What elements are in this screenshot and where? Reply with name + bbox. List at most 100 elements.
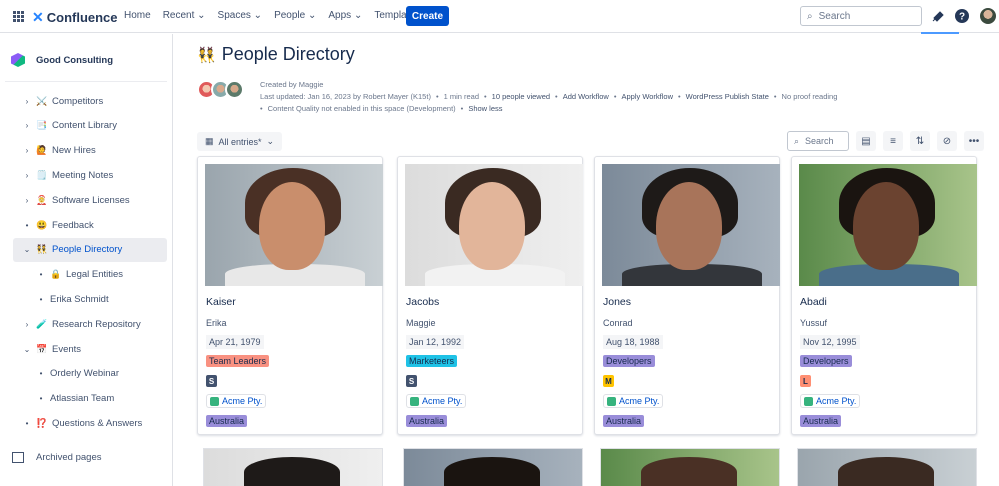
search-placeholder: Search <box>818 10 851 22</box>
nav-label: People <box>274 10 306 21</box>
contributors[interactable] <box>197 80 244 99</box>
caret-icon[interactable]: • <box>39 394 43 404</box>
page-emoji-icon: 👯 <box>197 46 216 64</box>
caret-icon[interactable]: • <box>25 418 29 428</box>
app-switcher-icon[interactable] <box>13 11 24 22</box>
entity-link[interactable]: Acme Pty. <box>406 394 467 408</box>
country-tag: Australia <box>800 415 842 427</box>
sidebar-item[interactable]: • Erika Schmidt <box>13 287 167 311</box>
sidebar-item[interactable]: • Orderly Webinar <box>13 362 167 386</box>
create-button[interactable]: Create <box>406 6 449 26</box>
nav-label: Recent <box>162 10 195 21</box>
page-emoji-icon: 😃 <box>36 219 48 230</box>
cards-layout-icon: ▤ <box>861 135 871 147</box>
entity-link[interactable]: Acme Pty. <box>206 394 267 408</box>
sidebar-item[interactable]: ⌄ 👯 People Directory <box>13 237 167 262</box>
caret-icon[interactable]: › <box>25 195 29 205</box>
nav-label: Apps <box>328 10 352 21</box>
person-card[interactable]: Jones Conrad Aug 18, 1988 Developers M Acme P… <box>594 156 780 435</box>
user-avatar[interactable] <box>980 8 996 24</box>
view-selector[interactable]: ▦ All entries* ⌄ <box>197 132 283 151</box>
caret-icon[interactable]: › <box>25 319 29 329</box>
photo-shape <box>853 182 919 270</box>
sidebar-item[interactable]: ⌄ 📅 Events <box>13 337 167 361</box>
sidebar-item[interactable]: › ⚔️ Competitors <box>13 89 167 113</box>
caret-icon[interactable]: › <box>25 121 29 131</box>
caret-icon[interactable]: • <box>39 294 43 304</box>
person-card[interactable]: Abadi Yussuf Nov 12, 1995 Developers L Acme P… <box>791 156 977 435</box>
meta-item[interactable]: 10 people viewed <box>491 92 551 101</box>
avatar[interactable] <box>225 80 244 99</box>
birth-date: Nov 12, 1995 <box>800 335 860 349</box>
created-by: Created by Maggie <box>260 80 324 89</box>
nav-people[interactable]: People ⌄ <box>274 10 316 21</box>
meta-item[interactable]: WordPress Publish State <box>685 92 769 101</box>
person-card[interactable] <box>403 448 583 486</box>
sidebar-item[interactable]: • 🔒 Legal Entities <box>13 263 167 287</box>
hide-fields-button[interactable]: ⊘ <box>937 131 957 151</box>
sidebar-item[interactable]: • Atlassian Team <box>13 387 167 411</box>
nav-spaces[interactable]: Spaces ⌄ <box>218 10 263 21</box>
person-card[interactable]: Jacobs Maggie Jan 12, 1992 Marketeers S Acme … <box>397 156 583 435</box>
meta-item[interactable]: Show less <box>468 104 503 113</box>
page-emoji-icon: 👯 <box>36 244 48 255</box>
photo-shape <box>838 457 934 486</box>
archived-pages-link[interactable]: Archived pages <box>12 452 101 463</box>
global-search-input[interactable]: ⌕ Search <box>800 6 922 26</box>
confluence-logo[interactable]: ✕ Confluence <box>32 9 118 25</box>
nav-templates[interactable]: Templates <box>374 10 420 21</box>
more-button[interactable]: ••• <box>964 131 984 151</box>
team-tag: Marketeers <box>406 355 458 367</box>
sidebar-item[interactable]: › 🙋 New Hires <box>13 139 167 163</box>
divider <box>5 81 167 82</box>
separator: • <box>613 92 617 101</box>
nav-recent[interactable]: Recent ⌄ <box>163 10 206 21</box>
caret-icon[interactable]: ⌄ <box>23 245 31 255</box>
separator: • <box>555 92 558 101</box>
layout-button[interactable]: ▤ <box>856 131 876 151</box>
help-icon[interactable]: ? <box>955 9 969 23</box>
meta-item: Content Quality not enabled in this spac… <box>267 104 456 113</box>
database-search-input[interactable]: ⌕ Search <box>787 131 849 151</box>
caret-icon[interactable]: • <box>39 270 43 280</box>
chevron-down-icon: ⌄ <box>305 10 317 21</box>
sidebar-item[interactable]: • 😃 Feedback <box>13 213 167 237</box>
sort-button[interactable]: ⇅ <box>910 131 930 151</box>
space-header[interactable]: Good Consulting <box>11 53 113 67</box>
sidebar-item[interactable]: › 🧪 Research Repository <box>13 312 167 336</box>
page-emoji-icon: 📅 <box>36 343 48 354</box>
caret-icon[interactable]: ⌄ <box>23 344 31 354</box>
caret-icon[interactable]: › <box>25 170 29 180</box>
person-card[interactable] <box>203 448 383 486</box>
entity-link[interactable]: Acme Pty. <box>603 394 664 408</box>
filter-button[interactable]: ≡ <box>883 131 903 151</box>
nav-home[interactable]: Home <box>124 10 151 21</box>
photo-shape <box>819 264 959 286</box>
entity-link[interactable]: Acme Pty. <box>800 394 861 408</box>
database-icon <box>410 396 419 406</box>
caret-icon[interactable]: • <box>25 220 29 230</box>
sidebar-item[interactable]: › 🗒️ Meeting Notes <box>13 163 167 187</box>
more-icon: ••• <box>968 135 980 147</box>
first-name: Maggie <box>406 318 436 328</box>
caret-icon[interactable]: › <box>25 96 29 106</box>
caret-icon[interactable]: • <box>39 369 43 379</box>
notifications-icon[interactable] <box>931 9 945 23</box>
sidebar-item[interactable]: • ⁉️ Questions & Answers <box>13 411 167 435</box>
sidebar-item[interactable]: › 📑 Content Library <box>13 114 167 138</box>
meta-item[interactable]: Apply Workflow <box>621 92 674 101</box>
caret-icon[interactable]: › <box>25 146 29 156</box>
nav-label: Home <box>124 10 151 21</box>
country-tag: Australia <box>406 415 448 427</box>
person-card[interactable] <box>600 448 780 486</box>
sidebar-item[interactable]: › 🤶 Software Licenses <box>13 188 167 212</box>
person-card[interactable]: Kaiser Erika Apr 21, 1979 Team Leaders S Acme… <box>197 156 383 435</box>
person-card[interactable] <box>797 448 977 486</box>
page-emoji-icon: 🗒️ <box>36 169 48 180</box>
meta-item[interactable]: Add Workflow <box>562 92 609 101</box>
entity-name: Acme Pty. <box>816 396 857 406</box>
page-emoji-icon: 📑 <box>36 120 48 131</box>
page-emoji-icon: ⚔️ <box>36 95 48 106</box>
team-tag: Developers <box>800 355 852 367</box>
nav-apps[interactable]: Apps ⌄ <box>328 10 362 21</box>
